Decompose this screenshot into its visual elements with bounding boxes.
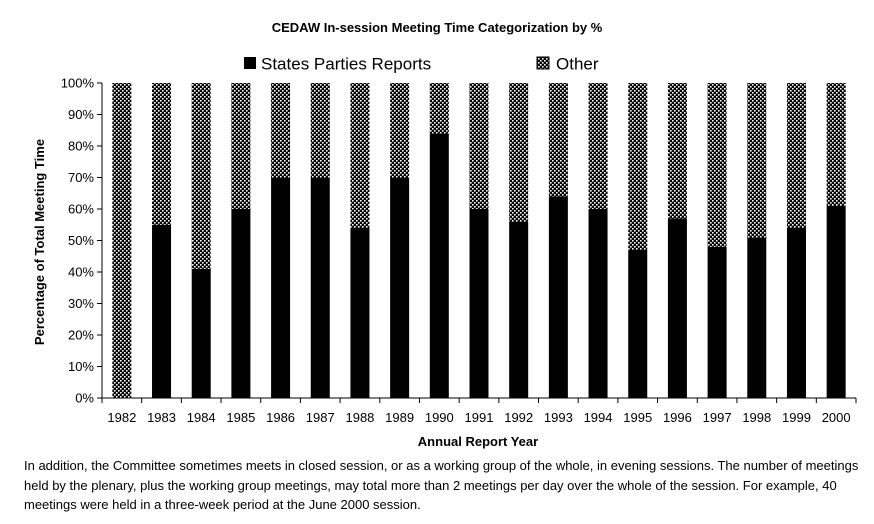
bar-other-1992 [509,83,529,222]
bar-other-1998 [747,83,767,238]
y-tick-label: 90% [68,107,94,122]
x-tick-label: 1996 [663,410,692,425]
bar-states-parties-reports-1995 [628,249,648,398]
x-tick-label: 1994 [584,410,613,425]
legend-swatch-states-parties-reports [244,57,256,69]
bar-other-1996 [667,83,687,219]
bar-other-2000 [826,83,846,206]
bar-states-parties-reports-1984 [191,268,211,398]
bar-other-1983 [152,83,172,225]
bar-states-parties-reports-1990 [429,133,449,398]
x-tick-label: 1989 [385,410,414,425]
x-tick-label: 1987 [306,410,335,425]
y-tick-label: 100% [61,76,95,91]
bar-other-1991 [469,83,489,209]
x-axis-title: Annual Report Year [418,434,538,449]
x-tick-label: 1997 [703,410,732,425]
bar-states-parties-reports-1999 [786,227,806,398]
bar-states-parties-reports-2000 [826,205,846,398]
x-tick-label: 1982 [107,410,136,425]
bar-other-1986 [271,83,291,178]
bar-states-parties-reports-1993 [548,196,568,398]
x-tick-label: 1998 [742,410,771,425]
x-tick-label: 1999 [782,410,811,425]
y-tick-label: 0% [75,391,94,406]
y-axis-title: Percentage of Total Meeting Time [32,139,47,345]
bar-states-parties-reports-1989 [390,177,410,398]
bar-states-parties-reports-1996 [667,218,687,398]
bar-other-1993 [548,83,568,197]
chart: CEDAW In-session Meeting Time Categoriza… [32,20,857,449]
x-tick-label: 1985 [226,410,255,425]
bar-other-1995 [628,83,648,250]
bar-other-1999 [786,83,806,228]
bar-states-parties-reports-1987 [310,177,330,398]
bar-other-1994 [588,83,608,209]
bar-states-parties-reports-1985 [231,209,251,398]
chart-caption: In addition, the Committee sometimes mee… [24,458,859,512]
bar-states-parties-reports-1986 [271,177,291,398]
bar-states-parties-reports-1983 [152,224,172,398]
bar-other-1988 [350,83,370,228]
bar-other-1990 [429,83,449,134]
y-tick-label: 20% [68,328,94,343]
legend-swatch-other [536,56,550,70]
legend-label-states-parties-reports: States Parties Reports [261,55,431,74]
bar-other-1987 [310,83,330,178]
plot-area: 0% 10% 20% 30% 40% 50% 60% 70% 80% 90% 100% 1982 198… [61,76,857,425]
bar-other-1984 [191,83,211,269]
y-tick-label: 70% [68,170,94,185]
bar-states-parties-reports-1991 [469,209,489,398]
x-tick-label: 1986 [266,410,295,425]
bar-states-parties-reports-1992 [509,221,529,398]
y-tick-label: 10% [68,359,94,374]
y-tick-label: 30% [68,296,94,311]
bar-states-parties-reports-1988 [350,227,370,398]
y-tick-label: 80% [68,139,94,154]
bar-states-parties-reports-1994 [588,209,608,398]
x-tick-label: 1995 [623,410,652,425]
legend: States Parties Reports Other [244,55,599,74]
bar-states-parties-reports-1998 [747,237,767,398]
x-tick-label: 1991 [465,410,494,425]
legend-label-other: Other [556,55,599,74]
y-tick-label: 40% [68,265,94,280]
x-tick-label: 1983 [147,410,176,425]
x-tick-label: 1988 [345,410,374,425]
bar-other-1989 [390,83,410,178]
chart-title: CEDAW In-session Meeting Time Categoriza… [272,20,603,35]
x-tick-label: 1984 [187,410,216,425]
y-tick-label: 50% [68,233,94,248]
x-tick-label: 1990 [425,410,454,425]
bar-states-parties-reports-1997 [707,246,727,398]
x-tick-label: 1992 [504,410,533,425]
bar-other-1997 [707,83,727,247]
bar-other-1982 [112,83,132,398]
bar-other-1985 [231,83,251,209]
x-tick-label: 1993 [544,410,573,425]
y-tick-label: 60% [68,202,94,217]
x-tick-label: 2000 [822,410,851,425]
